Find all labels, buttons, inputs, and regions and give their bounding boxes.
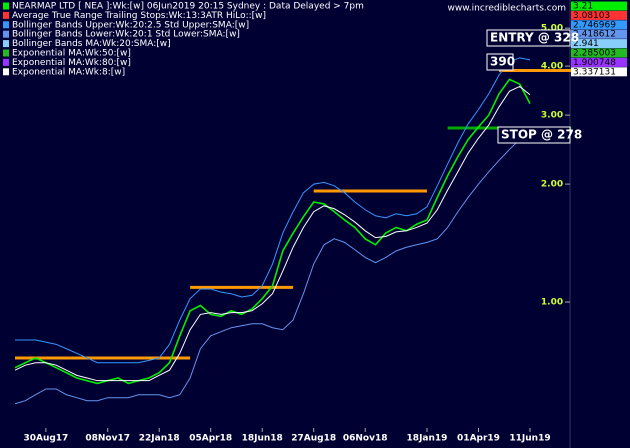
x-tick-label: 22Jan18 (139, 434, 180, 444)
series-line (14, 129, 531, 405)
value-box (571, 10, 627, 20)
annotation: STOP @ 278 (501, 128, 582, 142)
legend-swatch (3, 58, 9, 66)
x-tick-label: 05Apr18 (189, 434, 232, 444)
x-tick-label: 06Nov18 (343, 434, 388, 444)
y-tick-label: 5.00 (541, 24, 563, 34)
value-box (571, 1, 627, 11)
legend-swatch (3, 30, 9, 38)
series-line (14, 78, 531, 385)
annotation-box (486, 29, 571, 47)
x-tick-label: 30Aug17 (23, 434, 68, 444)
legend-swatch (3, 11, 9, 19)
value-label: 2.285003 (573, 49, 616, 59)
legend-label: Bollinger Bands Lower:Wk:20:1 Std Lower:… (12, 30, 240, 40)
legend-swatch (3, 49, 9, 57)
value-label: 2.941 (573, 39, 599, 49)
y-tick-label: 4.00 (541, 62, 563, 72)
legend-label: Bollinger Bands Upper:Wk:20:2.5 Std Uppe… (12, 20, 249, 30)
x-tick-label: 18Jun18 (242, 434, 283, 444)
value-box (571, 67, 627, 77)
value-box (571, 57, 627, 67)
x-tick-label: 01Apr19 (457, 434, 500, 444)
legend-swatch (3, 21, 9, 29)
value-label: 2.746969 (573, 20, 616, 30)
watermark: www.incrediblecharts.com (448, 4, 566, 14)
legend-label: Average True Range Trailing Stops:Wk:13:… (12, 11, 266, 21)
y-tick-label: 3.00 (541, 111, 563, 121)
annotation-box (486, 53, 514, 71)
legend-label: Exponential MA:Wk:8:[w] (12, 67, 125, 77)
annotation-box (497, 126, 571, 144)
series-line (15, 57, 531, 364)
value-box (571, 48, 627, 58)
value-box (571, 20, 627, 30)
x-tick-label: 08Nov17 (85, 434, 130, 444)
legend-label: NEARMAP LTD [ NEA ]:Wk:[w] 06Jun2019 20:… (12, 2, 364, 12)
legend-label: Bollinger Bands MA:Wk:20:SMA:[w] (12, 39, 171, 49)
value-label: 2.418612 (573, 30, 616, 40)
value-box (571, 39, 627, 49)
x-tick-label: 27Aug18 (291, 434, 336, 444)
annotation: ENTRY @ 328 (490, 31, 579, 45)
value-box (571, 29, 627, 39)
value-label: 3.337131 (573, 67, 616, 77)
value-label: 1.900748 (573, 58, 616, 68)
y-tick-label: 1.00 (541, 298, 563, 308)
x-tick-label: 18Jan19 (407, 434, 448, 444)
legend-label: Exponential MA:Wk:50:[w] (12, 49, 131, 59)
legend-swatch (3, 40, 9, 48)
annotation: 390 (490, 55, 515, 69)
x-tick-label: 11Jun19 (509, 434, 550, 444)
value-label: 3.21 (573, 2, 593, 12)
value-label: 3.08103 (573, 11, 610, 21)
legend-swatch (3, 2, 9, 10)
legend-label: Exponential MA:Wk:80:[w] (12, 58, 131, 68)
legend-swatch (3, 68, 9, 76)
y-tick-label: 2.00 (541, 180, 563, 190)
series-line (14, 85, 531, 382)
